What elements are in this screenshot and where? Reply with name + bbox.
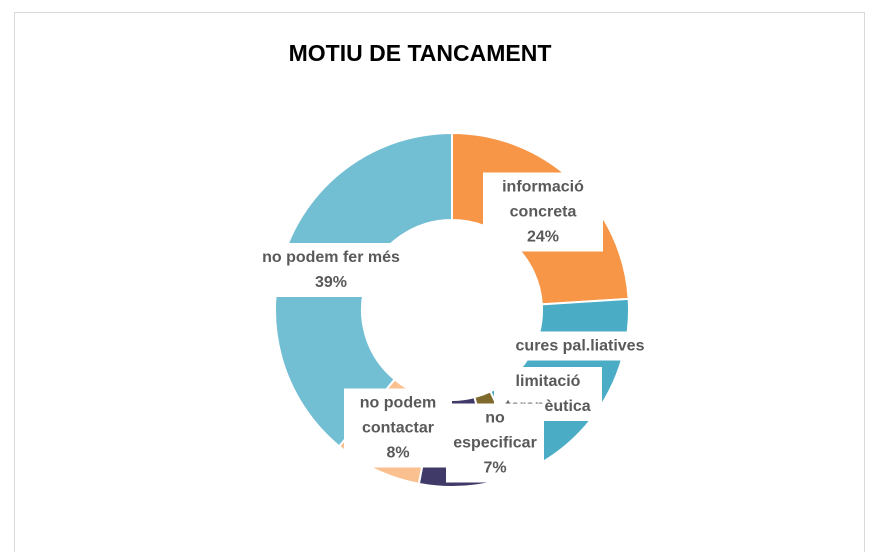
data-label: no especificar 7% <box>446 403 544 483</box>
data-label-value: 24% <box>526 228 560 246</box>
data-label-value: 7% <box>483 459 507 477</box>
chart-frame <box>14 12 865 552</box>
data-label-name: no podem fer més <box>262 249 400 266</box>
data-label-value: 8% <box>386 444 410 462</box>
chart-title: MOTIU DE TANCAMENT <box>288 40 552 66</box>
data-label: no podem fer més 39% <box>258 243 404 297</box>
data-label-name: no especificar <box>453 409 537 452</box>
data-label: informació concreta 24% <box>483 172 603 252</box>
data-label-value: 39% <box>314 274 348 291</box>
data-label: cures pal.liatives <box>511 331 649 361</box>
data-label-name: cures pal.liatives <box>515 337 645 355</box>
data-label-name: informació concreta <box>502 178 584 221</box>
data-label-name: no podem contactar <box>359 394 437 437</box>
data-label: no podem contactar 8% <box>344 388 452 468</box>
